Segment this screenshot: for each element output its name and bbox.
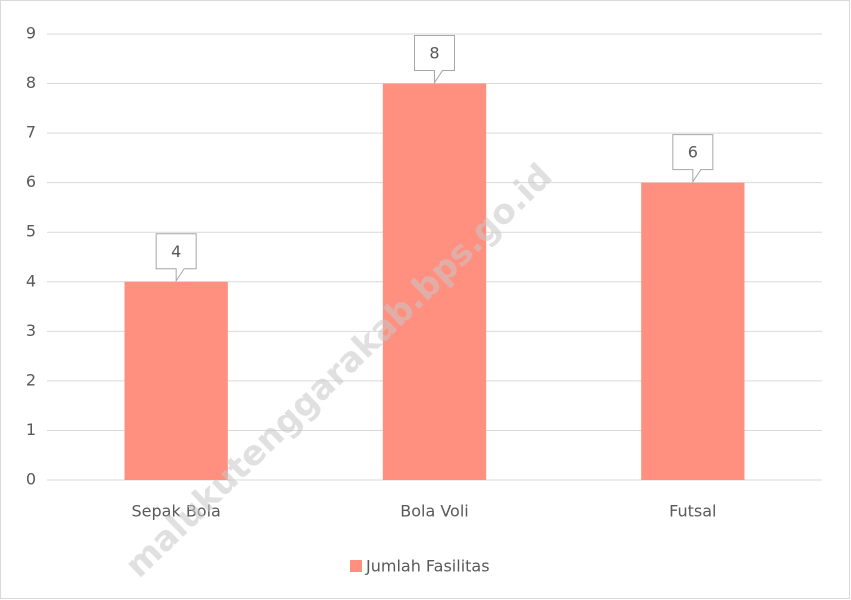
legend-label: Jumlah Fasilitas: [365, 557, 490, 576]
data-label-callout: [155, 233, 197, 283]
y-tick-label: 0: [26, 470, 36, 489]
data-label-callout: [414, 35, 455, 85]
bar: [382, 83, 487, 481]
y-tick-label: 1: [26, 420, 36, 439]
legend-swatch: [350, 560, 362, 572]
bar: [124, 281, 228, 480]
x-tick-label: Sepak Bola: [132, 502, 221, 521]
y-tick-label: 9: [26, 24, 36, 43]
y-tick-label: 8: [26, 73, 36, 92]
x-tick-label: Futsal: [669, 502, 716, 521]
y-tick-label: 4: [26, 271, 36, 290]
data-label: 8: [429, 44, 439, 63]
data-label: 6: [688, 143, 698, 162]
y-tick-label: 3: [26, 321, 36, 340]
y-tick-label: 6: [26, 172, 36, 191]
x-tick-label: Bola Voli: [400, 502, 468, 521]
y-tick-label: 7: [26, 123, 36, 142]
bar: [641, 182, 745, 480]
data-label-callout: [672, 134, 714, 184]
y-tick-label: 5: [26, 222, 36, 241]
y-tick-label: 2: [26, 370, 36, 389]
data-label: 4: [171, 242, 181, 261]
